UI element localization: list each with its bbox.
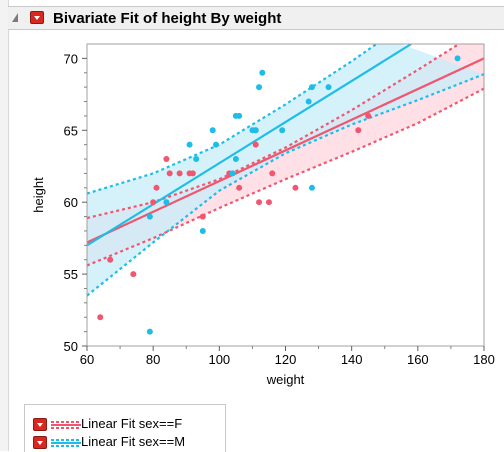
fit-f-swatch	[51, 421, 81, 429]
data-point-male-5[interactable]	[199, 227, 206, 234]
x-tick-label-0: 60	[80, 352, 94, 367]
bivariate-scatter-chart[interactable]: 60 80 100 120 140 160 180 50 55 60 65 70 weight heigh…	[24, 36, 504, 416]
disclosure-triangle-icon[interactable]	[12, 13, 18, 22]
ci-lower-line-male	[87, 73, 484, 297]
data-point-male-20[interactable]	[325, 84, 332, 91]
data-point-female-7[interactable]	[176, 170, 183, 177]
data-point-male-21[interactable]	[454, 55, 461, 62]
data-point-female-4[interactable]	[153, 184, 160, 191]
plot-area	[87, 44, 484, 335]
data-point-female-16[interactable]	[265, 199, 272, 206]
data-point-male-3[interactable]	[186, 141, 193, 148]
report-title: Bivariate Fit of height By weight	[53, 10, 282, 27]
ci-lower-line-female	[87, 87, 484, 267]
data-point-male-18[interactable]	[308, 84, 315, 91]
data-point-male-7[interactable]	[213, 141, 220, 148]
x-tick-label-5: 160	[407, 352, 429, 367]
data-point-male-8[interactable]	[229, 170, 236, 177]
y-tick-label-1: 55	[64, 267, 78, 282]
data-point-female-10[interactable]	[199, 213, 206, 220]
data-point-female-0[interactable]	[97, 314, 104, 321]
x-tick-label-1: 80	[146, 352, 160, 367]
x-tick-label-4: 140	[341, 352, 363, 367]
plot-panel: 60 80 100 120 140 160 180 50 55 60 65 70 weight heigh…	[24, 36, 504, 416]
x-tick-label-2: 100	[208, 352, 230, 367]
fit-line-female[interactable]	[87, 57, 484, 244]
y-axis-label: height	[31, 177, 46, 213]
report-header[interactable]: Bivariate Fit of height By weight	[8, 6, 504, 30]
left-panel-strip	[0, 0, 9, 451]
data-point-female-1[interactable]	[107, 256, 114, 263]
x-tick-label-6: 180	[473, 352, 495, 367]
data-point-female-20[interactable]	[365, 112, 372, 119]
data-point-female-15[interactable]	[256, 199, 263, 206]
data-point-male-2[interactable]	[163, 199, 170, 206]
y-tick-label-0: 50	[64, 339, 78, 354]
data-point-male-19[interactable]	[308, 184, 315, 191]
data-point-female-6[interactable]	[166, 170, 173, 177]
data-point-male-9[interactable]	[232, 156, 239, 163]
y-tick-label-2: 60	[64, 195, 78, 210]
data-point-male-13[interactable]	[252, 127, 259, 134]
fit-f-menu-icon[interactable]	[33, 418, 47, 431]
fit-m-menu-icon[interactable]	[33, 436, 47, 449]
data-point-male-4[interactable]	[193, 156, 200, 163]
data-point-female-3[interactable]	[150, 199, 157, 206]
data-point-female-12[interactable]	[236, 184, 243, 191]
data-point-female-9[interactable]	[189, 170, 196, 177]
fit-legend: Linear Fit sex==F Linear Fit sex==M	[24, 404, 226, 452]
y-tick-label-3: 65	[64, 123, 78, 138]
legend-label-female: Linear Fit sex==F	[81, 416, 183, 431]
x-axis-label: weight	[266, 372, 305, 387]
data-point-male-17[interactable]	[305, 98, 312, 105]
ci-upper-line-male	[87, 44, 379, 195]
data-point-male-0[interactable]	[146, 328, 153, 335]
data-point-male-11[interactable]	[236, 112, 243, 119]
data-point-female-2[interactable]	[130, 271, 137, 278]
data-point-male-15[interactable]	[259, 69, 266, 76]
x-tick-label-3: 120	[275, 352, 297, 367]
data-point-male-6[interactable]	[209, 127, 216, 134]
y-tick-label-4: 70	[64, 51, 78, 66]
data-point-female-14[interactable]	[252, 141, 259, 148]
data-point-male-16[interactable]	[279, 127, 286, 134]
fit-m-swatch	[51, 439, 81, 447]
data-point-female-18[interactable]	[292, 184, 299, 191]
legend-label-male: Linear Fit sex==M	[81, 434, 186, 449]
data-point-female-5[interactable]	[163, 156, 170, 163]
data-point-male-1[interactable]	[146, 213, 153, 220]
fit-line-male[interactable]	[87, 44, 412, 247]
confidence-band-male	[87, 44, 484, 296]
data-point-female-17[interactable]	[269, 170, 276, 177]
data-point-female-19[interactable]	[355, 127, 362, 134]
red-triangle-menu-icon[interactable]	[30, 11, 44, 24]
data-point-male-14[interactable]	[256, 84, 263, 91]
